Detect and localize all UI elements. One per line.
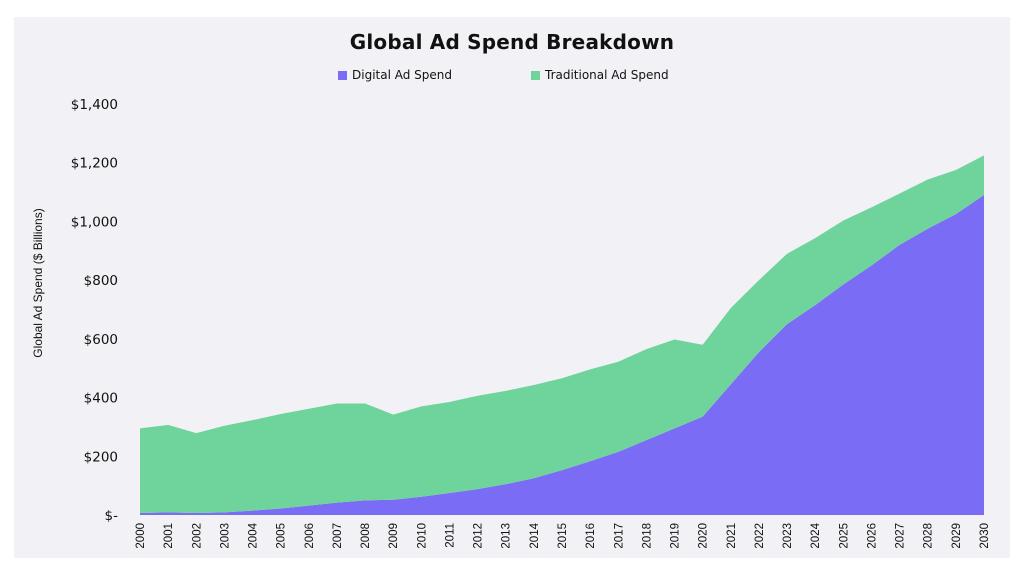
legend-swatch-digital — [338, 70, 347, 80]
chart-title: Global Ad Spend Breakdown — [349, 30, 675, 54]
x-tick-label: 2012 — [473, 523, 485, 549]
x-tick-label: 2003 — [219, 523, 231, 549]
x-tick-label: 2019 — [670, 523, 682, 549]
x-tick-label: 2006 — [304, 523, 316, 549]
x-tick-label: 2028 — [923, 523, 935, 549]
x-tick-label: 2001 — [163, 523, 175, 549]
x-tick-label: 2023 — [782, 523, 794, 549]
x-tick-label: 2018 — [641, 523, 653, 549]
x-tick-label: 2007 — [332, 523, 344, 549]
legend-label-traditional: Traditional Ad Spend — [545, 68, 669, 82]
x-tick-label: 2024 — [810, 522, 822, 548]
x-tick-label: 2004 — [248, 522, 260, 548]
legend-item-digital: Digital Ad Spend — [338, 68, 452, 82]
x-tick-label: 2010 — [416, 523, 428, 549]
y-tick-label: $1,400 — [71, 97, 118, 113]
x-tick-label: 2020 — [698, 523, 710, 549]
y-tick-label: $600 — [84, 332, 118, 348]
x-tick-label: 2000 — [135, 523, 147, 549]
x-tick-label: 2026 — [866, 523, 878, 549]
x-tick-label: 2005 — [276, 523, 288, 549]
legend-swatch-traditional — [531, 70, 540, 80]
legend-item-traditional: Traditional Ad Spend — [531, 68, 669, 82]
x-tick-label: 2025 — [838, 523, 850, 549]
x-tick-label: 2027 — [895, 523, 907, 549]
y-tick-label: $- — [105, 508, 119, 524]
area-series-digital — [140, 195, 984, 515]
x-tick-label: 2008 — [360, 523, 372, 549]
x-tick-label: 2030 — [979, 523, 991, 549]
y-tick-label: $800 — [84, 273, 118, 289]
x-tick-label: 2014 — [529, 522, 541, 548]
y-axis-ticks: $- $200 $400 $600 $800 $1,000 $1,200 $1,400 — [71, 97, 118, 524]
legend-label-digital: Digital Ad Spend — [352, 68, 453, 82]
x-tick-label: 2016 — [585, 523, 597, 549]
chart-areas — [140, 155, 984, 515]
x-tick-label: 2002 — [191, 523, 203, 549]
y-tick-label: $1,200 — [71, 156, 118, 172]
x-tick-label: 2013 — [501, 523, 513, 549]
y-tick-label: $1,000 — [71, 214, 118, 230]
x-tick-label: 2021 — [726, 523, 738, 549]
x-tick-label: 2015 — [557, 523, 569, 549]
x-tick-label: 2029 — [951, 523, 963, 549]
y-tick-label: $400 — [84, 391, 118, 407]
x-axis-ticks: 2000 2001 2002 2003 2004 2005 2006 2007 2008 2009… — [135, 522, 991, 548]
x-tick-label: 2022 — [754, 523, 766, 549]
y-tick-label: $200 — [84, 449, 118, 465]
area-series-traditional — [140, 155, 984, 513]
x-tick-label: 2009 — [388, 523, 400, 549]
x-tick-label: 2011 — [444, 523, 456, 548]
x-tick-label: 2017 — [613, 523, 625, 549]
